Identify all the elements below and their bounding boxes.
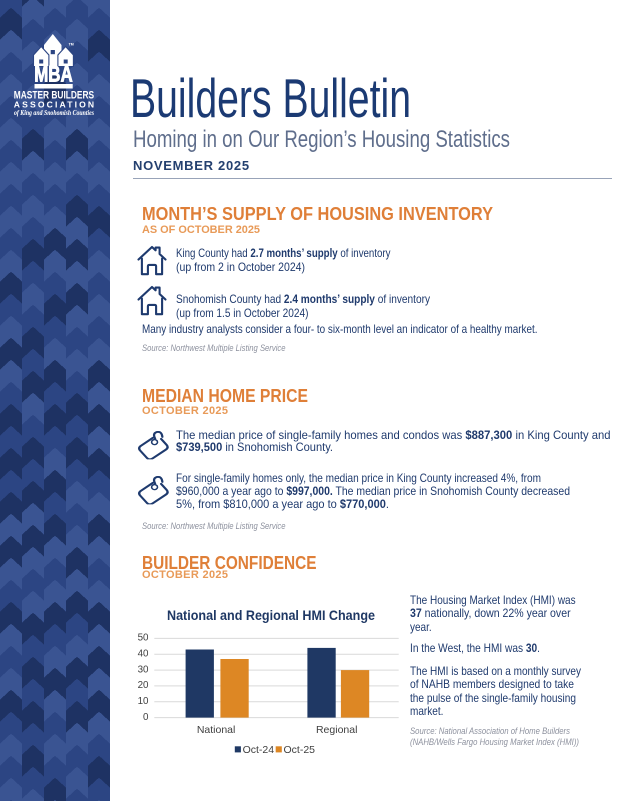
svg-text:40: 40 — [138, 648, 149, 659]
svg-text:of King and Snohomish Counties: of King and Snohomish Counties — [14, 109, 94, 117]
svg-text:0: 0 — [143, 712, 149, 723]
svg-text:30: 30 — [138, 664, 149, 675]
svg-text:TM: TM — [69, 43, 74, 47]
svg-text:10: 10 — [138, 696, 149, 707]
svg-text:20: 20 — [138, 680, 149, 691]
svg-text:National: National — [197, 724, 236, 736]
svg-text:Oct-24: Oct-24 — [243, 744, 275, 756]
svg-text:MASTER BUILDERS: MASTER BUILDERS — [14, 89, 94, 101]
svg-text:Oct-25: Oct-25 — [284, 744, 316, 756]
svg-text:MBA: MBA — [34, 62, 73, 87]
svg-text:50: 50 — [138, 633, 149, 644]
svg-text:Regional: Regional — [316, 724, 357, 736]
